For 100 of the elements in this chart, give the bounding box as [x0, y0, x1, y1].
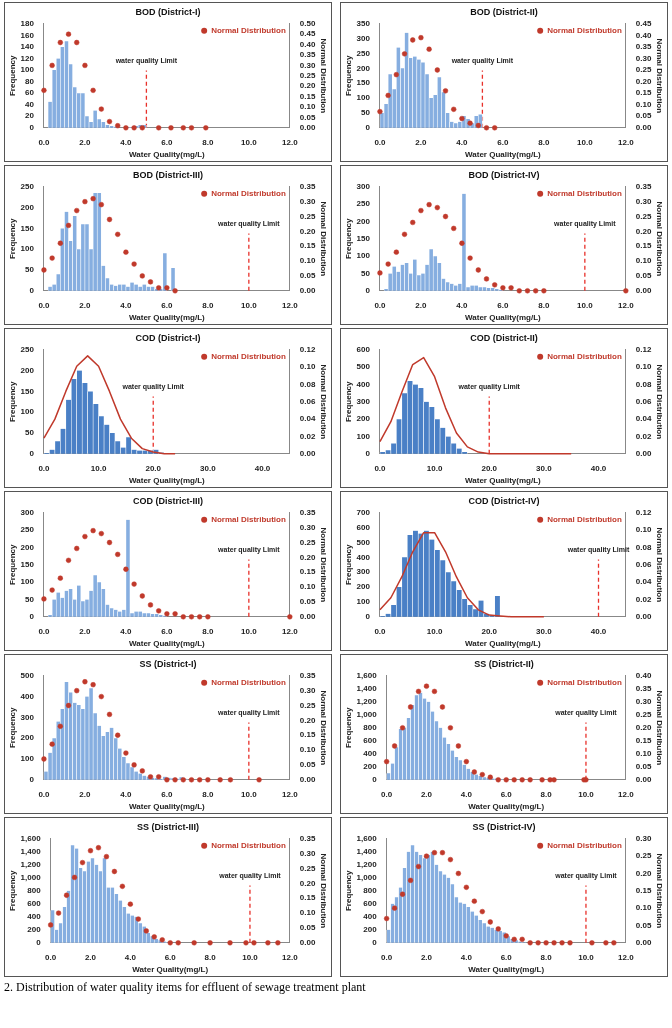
- y2-tick-label: 0.25: [299, 863, 316, 873]
- x-tick-label: 40.0: [254, 463, 271, 473]
- y2-axis-title: Normal Distribution: [319, 527, 328, 603]
- y-tick-label: 1,600: [20, 834, 42, 843]
- y2-tick-label: 0.06: [299, 397, 316, 406]
- x-tick-label: 10.0: [577, 137, 594, 147]
- y-tick-label: 100: [356, 93, 371, 103]
- y2-tick-label: 0.05: [635, 271, 652, 281]
- y2-tick-label: 0.00: [299, 123, 316, 132]
- y2-tick-label: 0.10: [635, 903, 652, 913]
- y-tick-label: 300: [20, 508, 35, 517]
- y-tick-label: 700: [356, 508, 371, 517]
- y2-axis-title: Normal Distribution: [319, 201, 328, 277]
- x-tick-label: 0.0: [381, 789, 393, 799]
- y-tick-label: 200: [363, 762, 378, 771]
- y-axis-title: Frequency: [8, 381, 17, 423]
- y2-tick-label: 0.20: [299, 715, 316, 725]
- y2-tick-label: 0.08: [635, 379, 652, 389]
- y-tick-label: 600: [363, 736, 378, 745]
- x-tick-label: 0.0: [374, 300, 387, 310]
- y2-tick-label: 0.00: [299, 449, 316, 458]
- y-tick-label: 100: [20, 577, 35, 587]
- y2-tick-label: 0.30: [635, 834, 652, 843]
- x-tick-label: 10.0: [242, 952, 259, 962]
- y-tick-label: 400: [356, 379, 371, 389]
- y2-tick-label: 0.10: [635, 99, 652, 109]
- y-tick-label: 250: [356, 199, 371, 209]
- y2-tick-label: 0.30: [299, 196, 316, 206]
- y2-axis-title: Normal Distribution: [655, 527, 664, 603]
- x-tick-label: 4.0: [120, 626, 133, 636]
- y2-tick-label: 0.35: [299, 508, 316, 517]
- y2-tick-label: 0.05: [299, 271, 316, 281]
- y-tick-label: 400: [363, 749, 378, 758]
- y2-tick-label: 0.35: [635, 182, 652, 191]
- y-tick-label: 50: [361, 108, 371, 118]
- x-tick-label: 0.0: [45, 952, 57, 962]
- y2-tick-label: 0.15: [299, 567, 316, 577]
- y-tick-label: 50: [25, 428, 35, 438]
- y2-tick-label: 0.10: [299, 908, 316, 918]
- y2-tick-label: 0.00: [299, 775, 316, 784]
- text: 2. Distribution of water quality items for effluent of sewage treatment plant: [4, 980, 367, 995]
- y-tick-label: 500: [356, 362, 371, 372]
- y-tick-label: 200: [27, 925, 42, 934]
- x-tick-label: 10.0: [577, 300, 594, 310]
- y2-tick-label: 0.25: [635, 710, 652, 719]
- y-tick-label: 1,000: [20, 873, 42, 882]
- x-tick-label: 10.0: [241, 137, 258, 147]
- y-tick-label: 0: [29, 286, 35, 295]
- y-tick-label: 1,400: [20, 847, 42, 856]
- y-tick-label: 1,000: [356, 710, 378, 719]
- legend-label: Normal Distribution: [547, 352, 622, 361]
- y-tick-label: 0: [29, 612, 35, 621]
- x-tick-label: 0.0: [38, 137, 51, 147]
- x-tick-label: 12.0: [282, 300, 299, 310]
- y2-tick-label: 0.20: [635, 723, 652, 732]
- x-tick-label: 0.0: [374, 463, 387, 473]
- y2-tick-label: 0.05: [635, 762, 652, 771]
- x-axis-title: Water Quality(mg/L): [468, 965, 545, 975]
- x-tick-label: 30.0: [200, 463, 217, 473]
- y2-axis-title: Normal Distribution: [319, 690, 328, 766]
- y-tick-label: 100: [356, 251, 371, 261]
- x-tick-label: 0.0: [374, 137, 387, 147]
- legend-label: Normal Distribution: [211, 678, 286, 687]
- x-tick-label: 6.0: [500, 789, 513, 799]
- x-axis-title: Water Quality(mg/L): [465, 476, 542, 486]
- legend-label: Normal Distribution: [547, 515, 622, 524]
- y-tick-label: 600: [363, 899, 378, 908]
- x-tick-label: 20.0: [145, 463, 162, 473]
- y-tick-label: 100: [356, 431, 371, 441]
- x-tick-label: 12.0: [282, 789, 299, 799]
- x-tick-label: 10.0: [426, 626, 443, 636]
- y2-tick-label: 0.20: [299, 81, 316, 91]
- y2-tick-label: 0.50: [299, 19, 316, 28]
- x-tick-label: 6.0: [497, 300, 509, 310]
- y2-tick-label: 0.20: [299, 226, 316, 236]
- y-tick-label: 50: [25, 265, 35, 275]
- y-tick-label: 100: [356, 597, 371, 607]
- y2-tick-label: 0.06: [635, 397, 652, 406]
- y2-tick-label: 0.15: [299, 893, 316, 903]
- y2-tick-label: 0.08: [635, 542, 652, 552]
- x-tick-label: 8.0: [202, 626, 214, 636]
- y-tick-label: 400: [27, 912, 42, 921]
- y-tick-label: 200: [20, 542, 35, 552]
- x-tick-label: 12.0: [282, 626, 299, 636]
- y2-tick-label: 0.00: [635, 938, 652, 947]
- y-tick-label: 200: [356, 216, 371, 226]
- y-tick-label: 0: [29, 449, 35, 458]
- x-tick-label: 2.0: [79, 137, 92, 147]
- y-tick-label: 200: [356, 63, 371, 73]
- x-tick-label: 6.0: [161, 137, 173, 147]
- x-tick-label: 10.0: [578, 789, 595, 799]
- legend-label: Normal Distribution: [547, 841, 622, 850]
- x-tick-label: 2.0: [79, 300, 92, 310]
- y2-tick-label: 0.15: [299, 241, 316, 251]
- y-tick-label: 0: [29, 123, 35, 132]
- y2-tick-label: 0.35: [299, 182, 316, 191]
- y-axis-title: Frequency: [344, 544, 353, 586]
- y-tick-label: 300: [356, 33, 371, 43]
- y-tick-label: 600: [356, 522, 371, 532]
- legend-label: Normal Distribution: [547, 26, 622, 35]
